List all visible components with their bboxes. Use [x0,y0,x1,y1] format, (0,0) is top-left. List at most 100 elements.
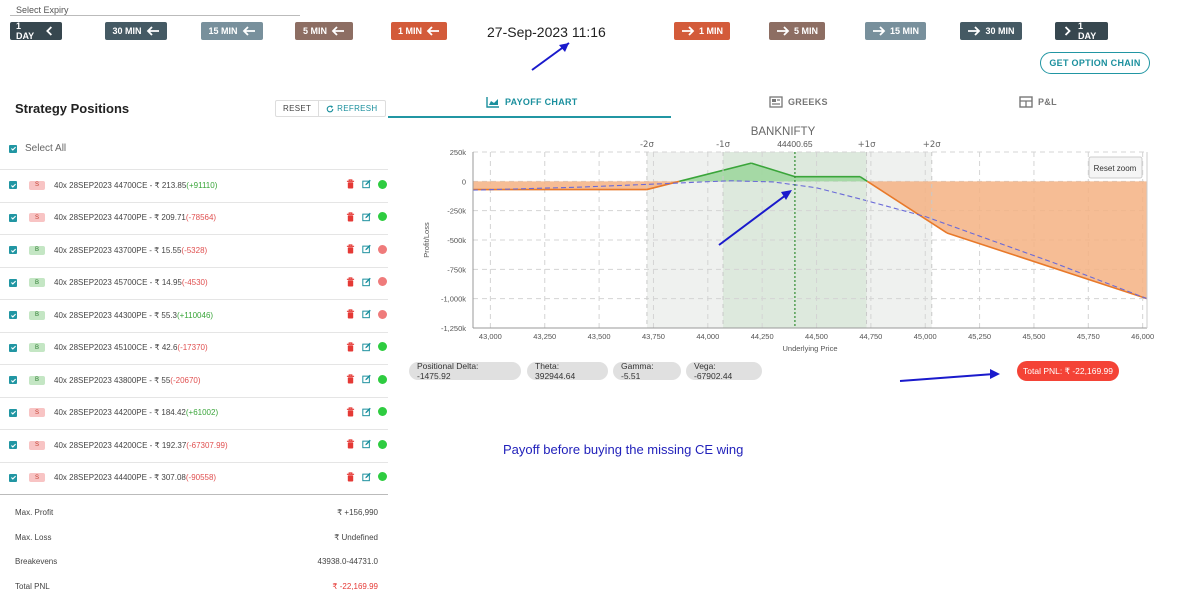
status-toggle[interactable] [378,309,387,319]
chart-title: BANKNIFTY [751,126,816,138]
position-checkbox[interactable] [9,343,17,352]
position-row[interactable]: S 40x 28SEP2023 44700PE - ₹ 209.71(-78564… [9,202,389,234]
y-tick-label: 250k [450,148,467,157]
row-divider [0,201,388,203]
delete-icon[interactable] [346,341,355,352]
status-toggle[interactable] [378,407,387,416]
position-row[interactable]: S 40x 28SEP2023 44700CE - ₹ 213.85(+91110… [9,169,389,201]
position-text: 40x 28SEP2023 44300PE - ₹ 55.3(+110046) [54,311,213,320]
refresh-button[interactable]: REFRESH [319,101,384,116]
status-toggle[interactable] [378,439,387,449]
position-row[interactable]: S 40x 28SEP2023 44200CE - ₹ 192.37(-67307… [9,429,389,461]
summary-value: ₹ +156,990 [337,508,378,517]
position-row[interactable]: B 40x 28SEP2023 45100CE - ₹ 42.6(-17370) [9,332,389,364]
select-all[interactable]: Select All [9,143,66,154]
position-row[interactable]: B 40x 28SEP2023 43800PE - ₹ 55(-20670) [9,364,389,396]
delete-icon[interactable] [346,211,355,222]
reset-zoom-label: Reset zoom [1094,164,1137,173]
position-desc: 40x 28SEP2023 44700CE - ₹ 213.85 [54,180,187,190]
back-1-day-button[interactable]: 1 DAY [10,21,62,41]
delete-icon[interactable] [346,276,355,287]
status-toggle[interactable] [378,374,387,384]
forward-5-min-button[interactable]: 5 MIN [769,22,825,40]
summary-label: Breakevens [15,557,58,566]
position-row[interactable]: B 40x 28SEP2023 45700CE - ₹ 14.95(-4530) [9,267,389,299]
position-row[interactable]: B 40x 28SEP2023 43700PE - ₹ 15.55(-5328) [9,234,389,266]
forward-1-min-button[interactable]: 1 MIN [674,22,730,40]
edit-icon[interactable] [362,212,371,222]
forward-1-day-button[interactable]: 1 DAY [1055,21,1108,41]
back-5-min-button[interactable]: 5 MIN [295,22,353,40]
side-badge: S [29,213,45,222]
delete-icon[interactable] [346,309,355,319]
position-row[interactable]: B 40x 28SEP2023 44300PE - ₹ 55.3(+110046) [9,299,389,331]
table-icon [1019,96,1033,108]
row-divider [0,331,388,333]
edit-icon[interactable] [362,439,371,449]
status-toggle[interactable] [378,244,387,254]
expiry-payoff-line [679,162,752,183]
x-tick-label: 45,500 [1022,332,1045,341]
gamma-chip: Gamma: -5.51 [613,361,681,381]
side-badge: B [29,245,45,255]
edit-icon[interactable] [362,179,371,189]
edit-icon[interactable] [362,244,371,254]
forward-15-min-button[interactable]: 15 MIN [865,22,926,40]
position-checkbox[interactable] [9,441,17,449]
position-desc: 40x 28SEP2023 44200PE - ₹ 184.42 [54,408,186,417]
position-row[interactable]: S 40x 28SEP2023 44400PE - ₹ 307.08(-90558… [9,462,389,494]
tab-payoff-chart[interactable]: PAYOFF CHART [486,96,578,108]
today-payoff-line [472,180,1148,300]
tab-pnl[interactable]: P&L [1019,96,1057,108]
edit-icon[interactable] [362,407,371,417]
position-checkbox[interactable] [9,181,17,189]
current-datetime: 27-Sep-2023 11:16 [487,24,606,40]
tab-greeks[interactable]: GREEKS [769,96,828,108]
sigma-label: -1σ [716,140,730,150]
position-checkbox[interactable] [9,376,17,384]
status-toggle[interactable] [378,277,387,286]
position-checkbox[interactable] [9,311,17,319]
row-divider [0,429,388,430]
forward-30-min-button[interactable]: 30 MIN [960,22,1022,40]
position-checkbox[interactable] [9,246,17,254]
edit-icon[interactable] [362,342,371,352]
status-toggle[interactable] [378,342,387,351]
status-toggle[interactable] [378,472,387,481]
position-pnl: (+91110) [186,180,218,190]
status-toggle[interactable] [378,212,387,221]
position-checkbox[interactable] [9,278,17,287]
select-all-checkbox[interactable] [9,144,17,153]
edit-icon[interactable] [362,309,371,319]
get-option-chain-button[interactable]: GET OPTION CHAIN [1040,52,1150,74]
position-desc: 40x 28SEP2023 44700PE - ₹ 209.71 [54,213,186,222]
position-checkbox[interactable] [9,473,17,482]
status-toggle[interactable] [378,179,387,189]
side-badge: B [29,375,45,385]
delete-icon[interactable] [346,406,355,417]
position-actions [346,244,387,254]
vega-chip: Vega: -67902.44 [686,361,762,381]
row-divider [0,364,388,365]
edit-icon[interactable] [362,277,371,287]
expiry-select[interactable]: Select Expiry [10,0,300,16]
position-checkbox[interactable] [9,408,17,417]
edit-icon[interactable] [362,472,371,482]
reset-zoom-button[interactable]: Reset zoom [1088,156,1143,179]
position-checkbox[interactable] [9,213,17,222]
back-15-min-button[interactable]: 15 MIN [201,22,263,40]
back-30-min-button[interactable]: 30 MIN [105,22,167,40]
y-axis-label: Profit/Loss [422,222,431,258]
edit-icon[interactable] [362,374,371,384]
refresh-label: REFRESH [337,104,378,113]
delete-icon[interactable] [346,179,355,189]
position-row[interactable]: S 40x 28SEP2023 44200PE - ₹ 184.42(+61002… [9,397,389,429]
reset-button[interactable]: RESET [276,101,320,116]
tab-payoff-chart-label: PAYOFF CHART [505,97,578,107]
delete-icon[interactable] [346,439,355,449]
delete-icon[interactable] [346,244,355,254]
reset-zoom-bg [1088,156,1143,179]
back-1-min-button[interactable]: 1 MIN [391,22,447,40]
delete-icon[interactable] [346,471,355,482]
delete-icon[interactable] [346,374,355,384]
